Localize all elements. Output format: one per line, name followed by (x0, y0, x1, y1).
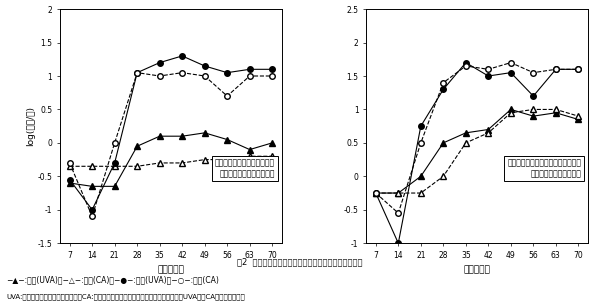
Text: シルバーリーフコナジラミに対する
サバクンヤコバチの効果: シルバーリーフコナジラミに対する サバクンヤコバチの効果 (508, 159, 581, 178)
Text: −▲−:成虫(UVA)、−△−:成虫(CA)、−●−:幼虫(UVA)、−○−:幼虫(CA): −▲−:成虫(UVA)、−△−:成虫(CA)、−●−:幼虫(UVA)、−○−:幼… (6, 276, 219, 285)
Text: 図2  近紫外線除去ビニルフィルム下での寄生蜂の効果: 図2 近紫外線除去ビニルフィルム下での寄生蜂の効果 (237, 257, 363, 267)
Y-axis label: log(虫数/株): log(虫数/株) (26, 106, 35, 146)
Text: UVA:近紫外線除去ビニルフィルム、CA:一般農業用ビニルフィルム、全ての値についてUVA区とCA区で有意差なし: UVA:近紫外線除去ビニルフィルム、CA:一般農業用ビニルフィルム、全ての値につ… (6, 293, 245, 299)
Text: オンシツコナジラミに対する
オンシツツヤコバチの効果: オンシツコナジラミに対する オンシツツヤコバチの効果 (215, 159, 275, 178)
X-axis label: 放馳後日数: 放馳後日数 (464, 265, 491, 275)
X-axis label: 放馳後日数: 放馳後日数 (157, 265, 184, 275)
